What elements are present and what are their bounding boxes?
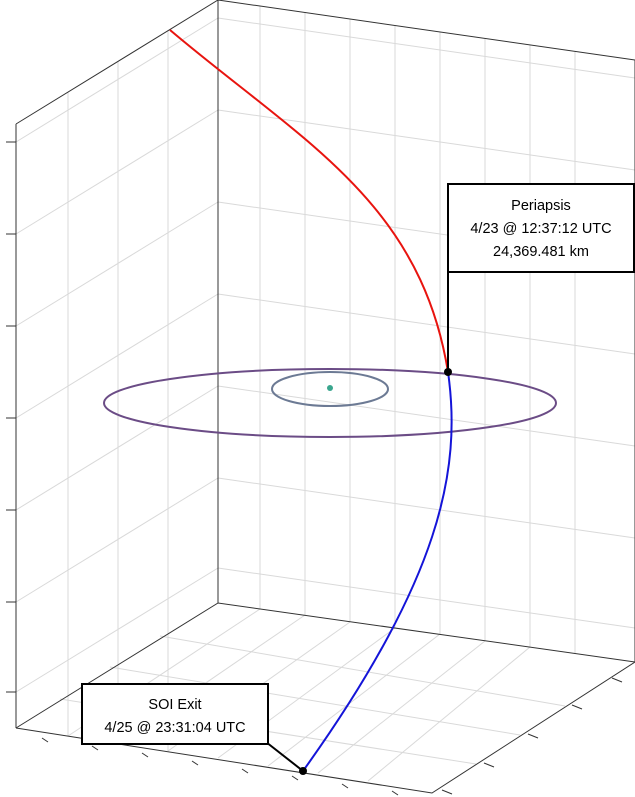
annotation-text: Periapsis xyxy=(511,198,571,214)
soi-exit-point xyxy=(299,767,307,775)
ticks xyxy=(6,141,623,796)
annotation-text: 24,369.481 km xyxy=(493,244,589,260)
annotation: SOI Exit 4/25 @ 23:31:04 UTC xyxy=(81,683,269,745)
inner-orbit xyxy=(271,371,389,407)
annotation-box xyxy=(447,183,635,273)
inbound-trajectory xyxy=(169,29,449,373)
body xyxy=(327,385,333,391)
axes-box xyxy=(15,0,635,794)
leader-line xyxy=(265,741,304,772)
outbound-trajectory xyxy=(302,371,453,772)
annotation: Periapsis 4/23 @ 12:37:12 UTC 24,369.481… xyxy=(447,183,635,273)
grid xyxy=(15,6,635,782)
annotation-box xyxy=(81,683,269,745)
annotation-text: 4/23 @ 12:37:12 UTC xyxy=(470,221,611,237)
outer-orbit xyxy=(103,368,557,438)
annotation-text: SOI Exit xyxy=(148,697,201,713)
periapsis-point xyxy=(444,368,452,376)
annotation-text: 4/25 @ 23:31:04 UTC xyxy=(104,720,245,736)
